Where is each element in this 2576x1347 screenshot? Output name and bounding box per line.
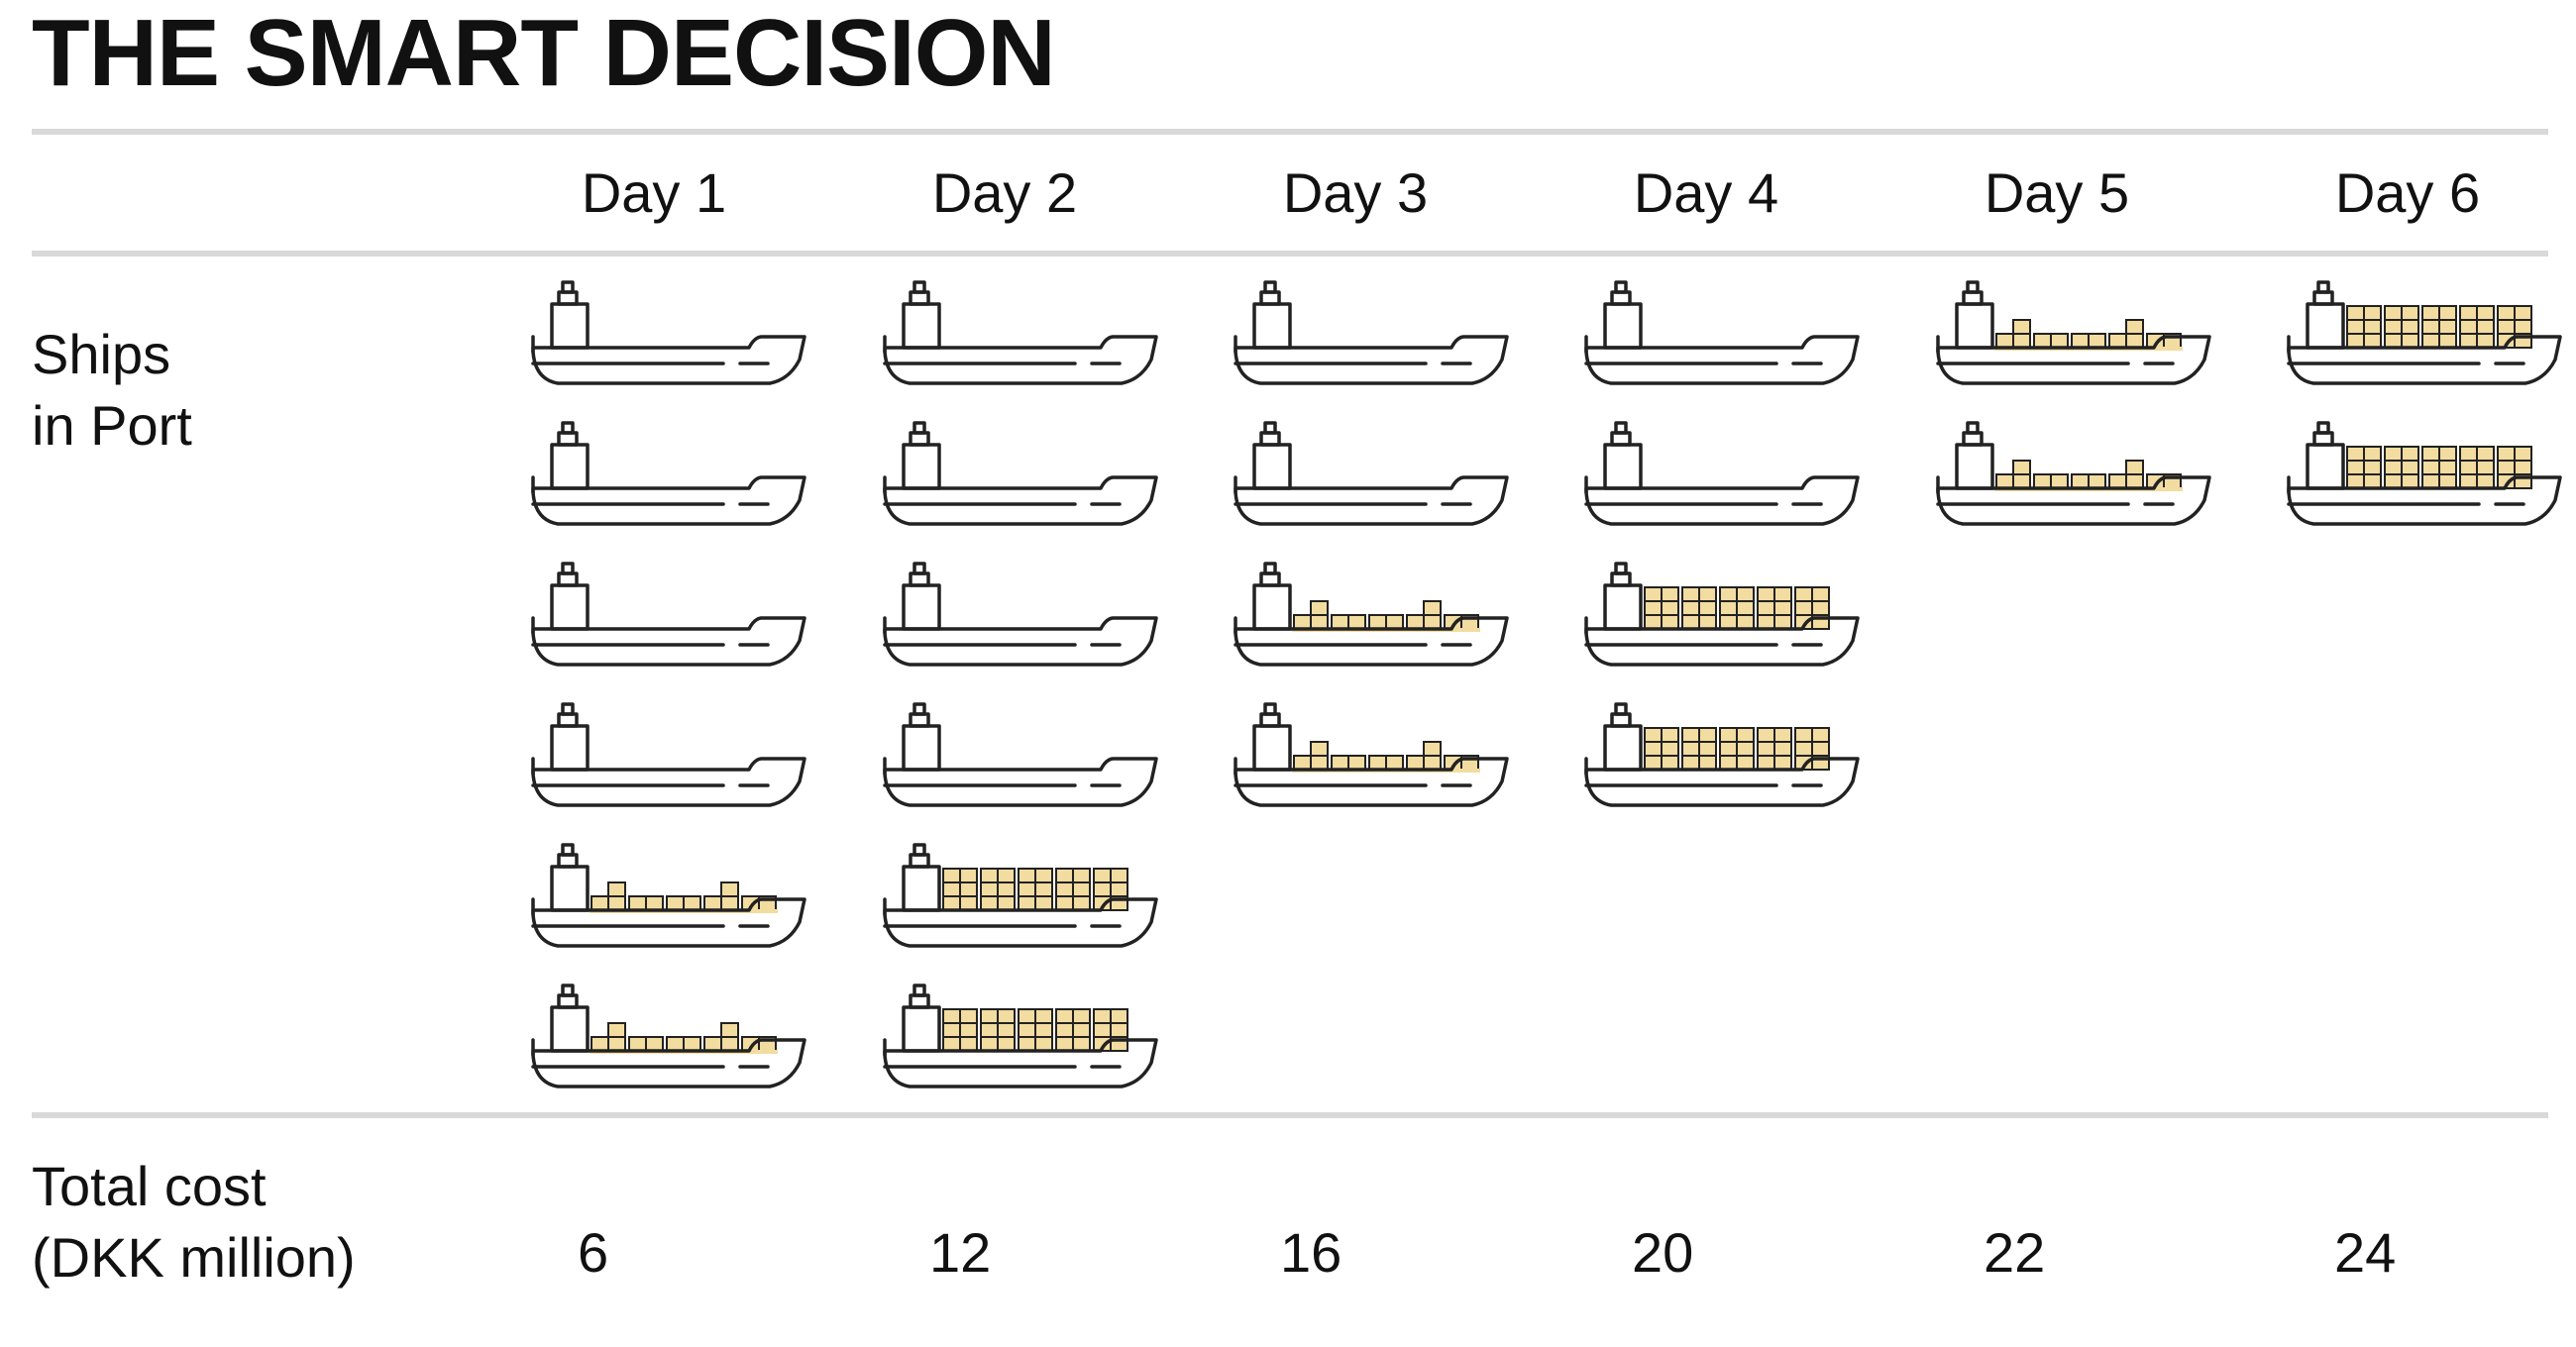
ship-icon-day1-4-empty — [531, 702, 806, 807]
container-stack — [1644, 586, 1830, 630]
ship-icon-day4-2-empty — [1584, 421, 1860, 526]
day-header-3: Day 3 — [1282, 161, 1429, 224]
ship-icon-day5-2-partial — [1936, 421, 2211, 526]
cost-value-day-3: 16 — [1280, 1221, 1342, 1284]
ship-icon-day2-6-full — [883, 984, 1158, 1088]
ship-icon-day2-4-empty — [883, 702, 1158, 807]
cost-row-label-line1: Total cost — [32, 1155, 267, 1217]
day-header-6: Day 6 — [2334, 161, 2481, 224]
ship-icon-day1-2-empty — [531, 421, 806, 526]
day-header-1: Day 1 — [581, 161, 727, 224]
cost-row-label: Total cost (DKK million) — [32, 1151, 356, 1294]
cost-value-day-4: 20 — [1632, 1221, 1694, 1284]
page-title: THE SMART DECISION — [32, 0, 1056, 106]
ship-icon-day2-5-full — [883, 843, 1158, 948]
cost-value-day-5: 22 — [1984, 1221, 2046, 1284]
ship-icon-day4-3-full — [1584, 562, 1860, 667]
day-header-5: Day 5 — [1984, 161, 2130, 224]
ship-icon-day2-3-empty — [883, 562, 1158, 667]
ship-icon-day1-1-empty — [531, 280, 806, 385]
ships-row-label-line2: in Port — [32, 394, 192, 457]
container-stack — [2346, 305, 2532, 349]
ship-icon-day3-2-empty — [1234, 421, 1509, 526]
ships-row-label: Ships in Port — [32, 319, 192, 462]
ship-icon-day2-1-empty — [883, 280, 1158, 385]
cost-value-day-1: 6 — [578, 1221, 609, 1284]
cost-value-day-2: 12 — [929, 1221, 992, 1284]
top-divider — [32, 129, 2548, 135]
cost-divider — [32, 1112, 2548, 1118]
ships-row-label-line1: Ships — [32, 323, 171, 385]
ship-icon-day4-4-full — [1584, 702, 1860, 807]
ship-icon-day3-1-empty — [1234, 280, 1509, 385]
day-header-4: Day 4 — [1633, 161, 1779, 224]
ship-icon-day4-1-empty — [1584, 280, 1860, 385]
ship-icon-day1-6-partial — [531, 984, 806, 1088]
ship-icon-day1-3-empty — [531, 562, 806, 667]
container-stack — [942, 1008, 1128, 1052]
ship-icon-day6-2-full — [2287, 421, 2562, 526]
ship-icon-day1-5-partial — [531, 843, 806, 948]
ship-icon-day3-3-partial — [1234, 562, 1509, 667]
cost-row-label-line2: (DKK million) — [32, 1226, 356, 1289]
header-divider — [32, 251, 2548, 257]
ship-icon-day5-1-partial — [1936, 280, 2211, 385]
ship-icon-day6-1-full — [2287, 280, 2562, 385]
container-stack — [2346, 446, 2532, 489]
cost-value-day-6: 24 — [2334, 1221, 2397, 1284]
ship-icon-day3-4-partial — [1234, 702, 1509, 807]
ship-icon-day2-2-empty — [883, 421, 1158, 526]
day-header-2: Day 2 — [931, 161, 1078, 224]
container-stack — [942, 868, 1128, 911]
container-stack — [1644, 727, 1830, 771]
